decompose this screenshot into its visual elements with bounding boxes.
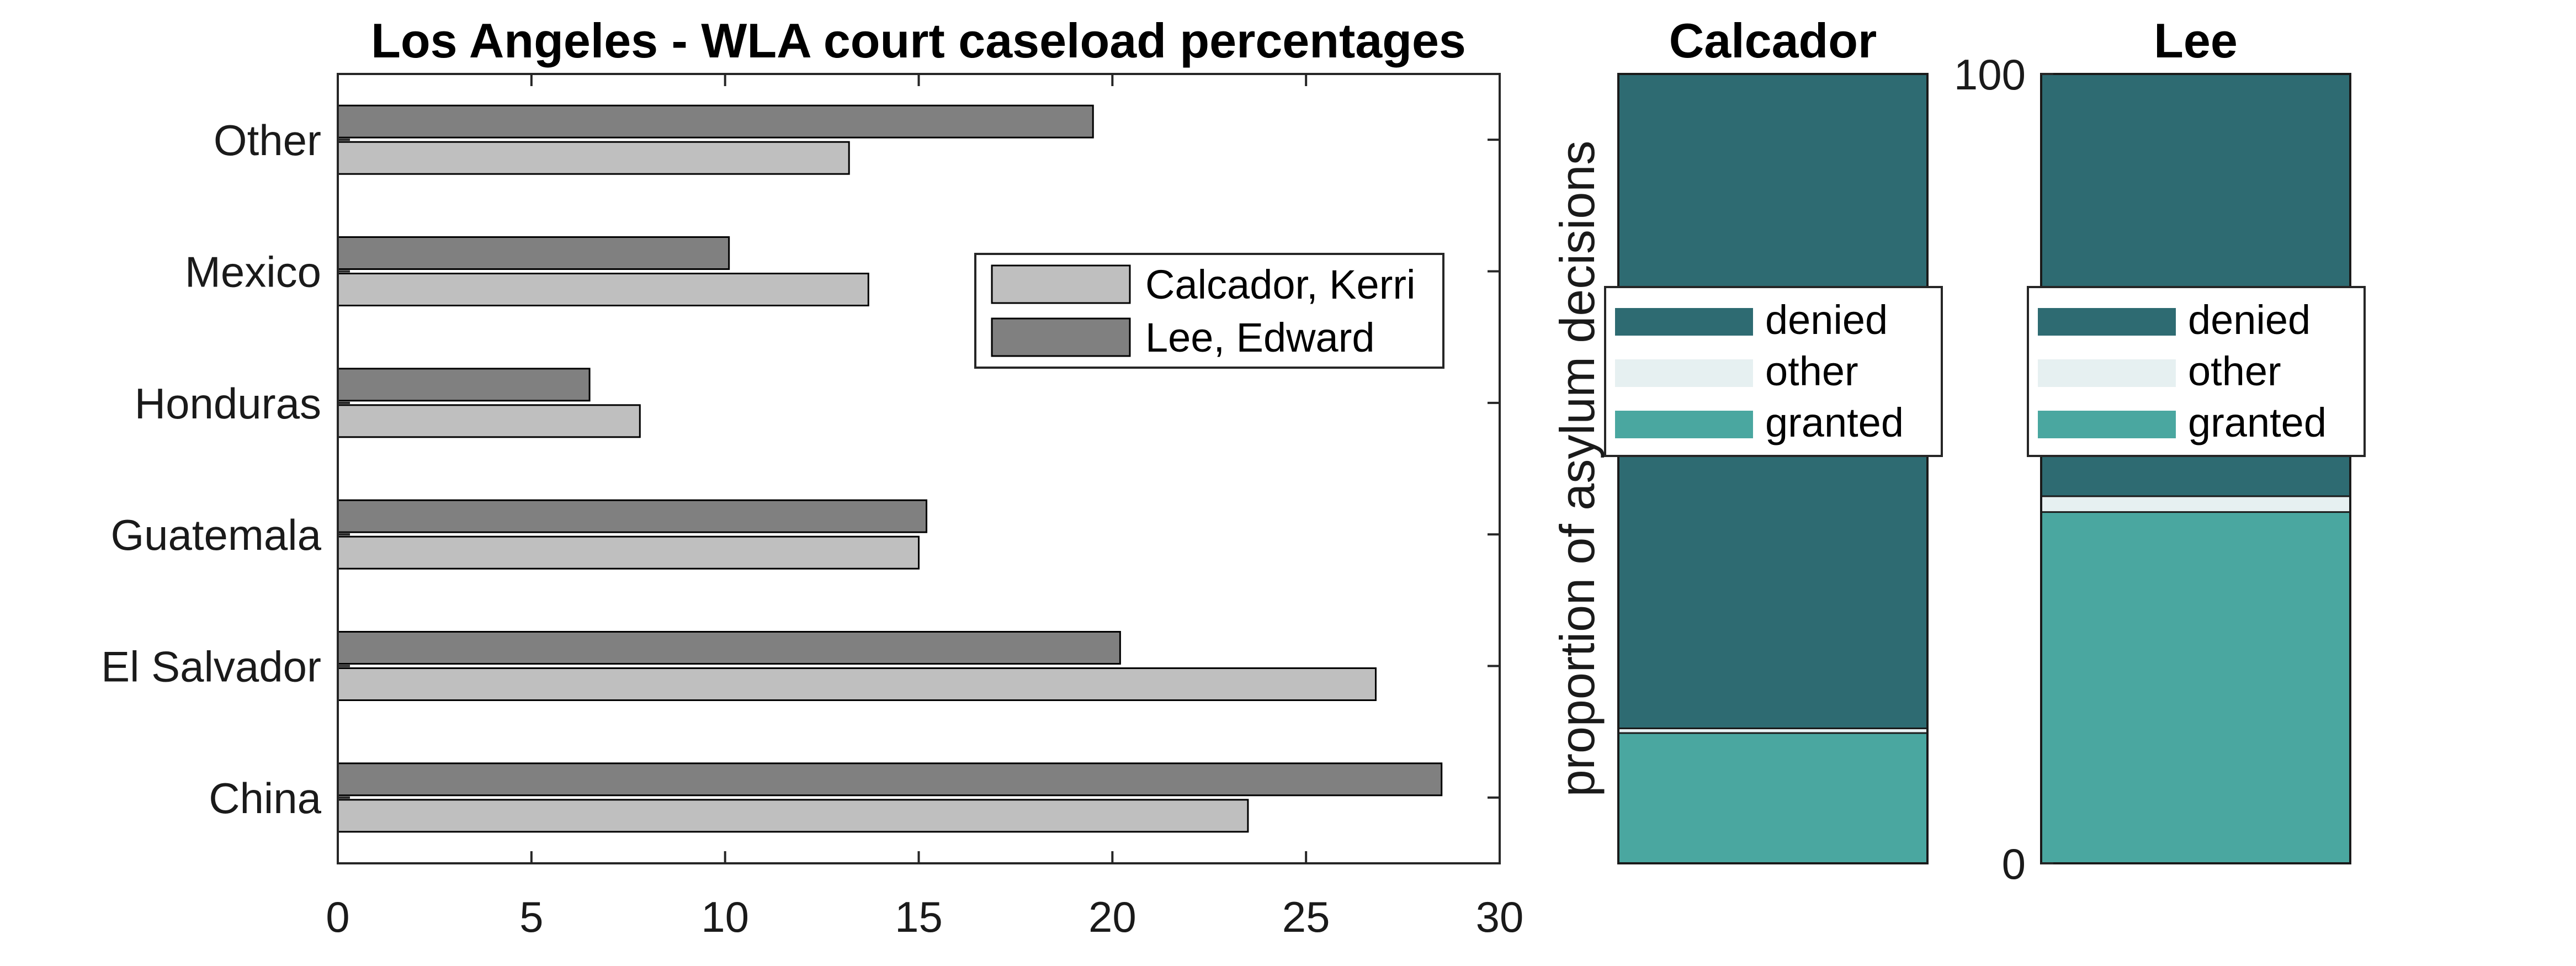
legend-swatch-other bbox=[2038, 359, 2176, 387]
asylum-decisions-chart: proportion of asylum decisions Calcador d… bbox=[1550, 13, 2366, 888]
bar-calcador-kerri-guatemala bbox=[337, 535, 920, 570]
y-tick-label-guatemala: Guatemala bbox=[110, 511, 321, 559]
y-tick-label-honduras: Honduras bbox=[135, 379, 321, 428]
chart-title: Los Angeles - WLA court caseload percent… bbox=[371, 13, 1466, 68]
panel-title-calcador: Calcador bbox=[1669, 13, 1877, 68]
x-tick-label-0: 0 bbox=[326, 893, 349, 941]
segment-other bbox=[1618, 728, 1927, 734]
bar-lee-edward-mexico bbox=[337, 236, 730, 270]
segment-granted bbox=[2041, 512, 2350, 863]
segment-granted bbox=[1618, 733, 1927, 863]
bar-lee-edward-el-salvador bbox=[337, 631, 1121, 665]
bar-lee-edward-honduras bbox=[337, 368, 591, 402]
x-tick-label-30: 30 bbox=[1476, 893, 1524, 941]
x-tick-label-5: 5 bbox=[519, 893, 543, 941]
bar-calcador-kerri-china bbox=[337, 799, 1249, 833]
legend-label-other: other bbox=[2188, 348, 2281, 394]
legend-swatch-calcador bbox=[991, 264, 1131, 304]
bar-lee-edward-other bbox=[337, 104, 1094, 139]
plot-frame bbox=[337, 73, 1501, 864]
y-tick-label-china: China bbox=[209, 774, 321, 822]
bar-calcador-kerri-mexico bbox=[337, 273, 869, 306]
bar-calcador-kerri-honduras bbox=[337, 404, 641, 438]
bar-calcador-kerri-other bbox=[337, 141, 850, 175]
panel-lee: Lee denied other granted bbox=[2027, 13, 2366, 864]
legend-swatch-other bbox=[1615, 359, 1753, 387]
legend-swatch-lee bbox=[991, 317, 1131, 357]
legend: Calcador, Kerri Lee, Edward bbox=[974, 253, 1444, 369]
caseload-bar-chart: Los Angeles - WLA court caseload percent… bbox=[101, 13, 1523, 941]
legend-label-granted: granted bbox=[2188, 400, 2327, 445]
legend-label-granted: granted bbox=[1765, 400, 1904, 445]
legend-swatch-denied bbox=[2038, 308, 2176, 336]
bar-lee-edward-guatemala bbox=[337, 499, 928, 533]
legend-label-denied: denied bbox=[2188, 297, 2311, 343]
y-tick-label-other: Other bbox=[214, 116, 321, 164]
panel-title-lee: Lee bbox=[2154, 13, 2238, 68]
legend-label-other: other bbox=[1765, 348, 1858, 394]
y-tick-label-mexico: Mexico bbox=[185, 248, 321, 296]
panel-frame bbox=[1617, 73, 1929, 864]
bar-calcador-kerri-el-salvador bbox=[337, 667, 1377, 701]
x-tick-label-20: 20 bbox=[1088, 893, 1136, 941]
y-tick-label-0: 0 bbox=[2002, 840, 2026, 888]
legend-swatch-granted bbox=[2038, 411, 2176, 438]
y-axis-label: proportion of asylum decisions bbox=[1550, 141, 1605, 797]
legend-swatch-denied bbox=[1615, 308, 1753, 336]
y-tick-label-el-salvador: El Salvador bbox=[101, 643, 321, 691]
legend-label-calcador: Calcador, Kerri bbox=[1145, 262, 1415, 307]
panel-calcador: Calcador denied other granted bbox=[1604, 13, 1943, 864]
x-tick-label-15: 15 bbox=[895, 893, 943, 941]
bar-lee-edward-china bbox=[337, 762, 1443, 797]
legend-label-lee: Lee, Edward bbox=[1145, 315, 1375, 360]
segment-other bbox=[2041, 496, 2350, 512]
panel-frame bbox=[2040, 73, 2351, 864]
legend-swatch-granted bbox=[1615, 411, 1753, 438]
x-tick-label-25: 25 bbox=[1282, 893, 1330, 941]
x-tick-label-10: 10 bbox=[701, 893, 749, 941]
panel-legend: denied other granted bbox=[2027, 286, 2366, 457]
y-tick-label-100: 100 bbox=[1954, 50, 2026, 99]
panel-legend: denied other granted bbox=[1604, 286, 1943, 457]
legend-label-denied: denied bbox=[1765, 297, 1888, 343]
